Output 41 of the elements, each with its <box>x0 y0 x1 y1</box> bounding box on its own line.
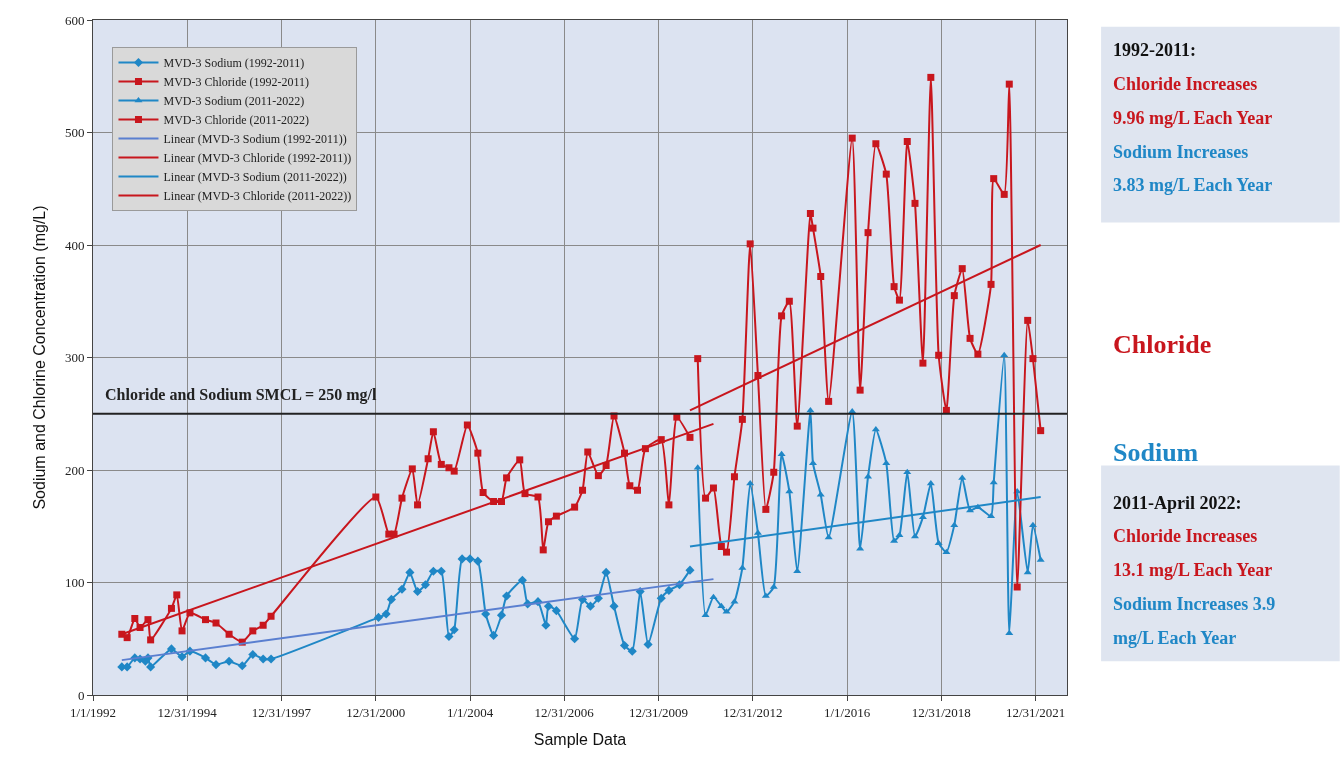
text: Chloride Increases <box>1113 526 1258 546</box>
x-tick-label: 1/1/1992 <box>69 704 117 720</box>
text: 13.1 mg/L Each Year <box>1113 560 1273 580</box>
text: Sodium <box>1113 438 1199 467</box>
text: 9.96 mg/L Each Year <box>1113 108 1273 128</box>
y-tick-label: 200 <box>64 462 85 478</box>
x-tick-label: 12/31/2012 <box>723 704 783 720</box>
legend-label: MVD-3 Chloride (2011-2022) <box>163 113 310 128</box>
text: Sodium Increases 3.9 <box>1113 594 1276 614</box>
y-tick-label: 400 <box>64 237 85 253</box>
y-tick-label: 500 <box>64 125 85 141</box>
legend-label: Linear (MVD-3 Sodium (2011-2022)) <box>163 170 347 185</box>
x-axis-title: Sample Data <box>533 731 627 749</box>
legend-label: Linear (MVD-3 Chloride (2011-2022)) <box>163 189 352 204</box>
text: Sodium Increases <box>1113 142 1249 162</box>
legend-label: MVD-3 Chloride (1992-2011) <box>163 75 310 90</box>
y-tick-label: 600 <box>64 12 85 28</box>
text: Chloride <box>1113 330 1212 359</box>
y-axis-title: Sodium and Chlorine Concentration (mg/L) <box>30 205 48 510</box>
legend-label: MVD-3 Sodium (2011-2022) <box>163 94 305 109</box>
x-tick-label: 12/31/2000 <box>346 704 406 720</box>
y-tick-label: 100 <box>64 575 85 591</box>
text: 3.83 mg/L Each Year <box>1113 175 1273 195</box>
x-tick-label: 12/31/2009 <box>628 704 689 720</box>
x-tick-label: 12/31/2021 <box>1005 704 1066 720</box>
y-tick-label: 0 <box>77 687 85 703</box>
x-tick-label: 12/31/1997 <box>251 704 312 720</box>
x-tick-label: 1/1/2004 <box>446 704 494 720</box>
x-tick-label: 1/1/2016 <box>823 704 871 720</box>
x-tick-label: 12/31/2018 <box>911 704 971 720</box>
legend-label: Linear (MVD-3 Chloride (1992-2011)) <box>163 151 352 166</box>
text: mg/L Each Year <box>1113 628 1237 648</box>
legend-label: MVD-3 Sodium (1992-2011) <box>163 56 305 71</box>
legend-label: Linear (MVD-3 Sodium (1992-2011)) <box>163 132 347 147</box>
text: 2011-April 2022: <box>1113 493 1242 513</box>
x-tick-label: 12/31/2006 <box>534 704 595 720</box>
text: 1992-2011: <box>1113 40 1196 60</box>
y-tick-label: 300 <box>64 350 85 366</box>
ref-line-label: Chloride and Sodium SMCL = 250 mg/l <box>105 386 377 404</box>
text: Chloride Increases <box>1113 74 1258 94</box>
x-tick-label: 12/31/1994 <box>157 704 218 720</box>
